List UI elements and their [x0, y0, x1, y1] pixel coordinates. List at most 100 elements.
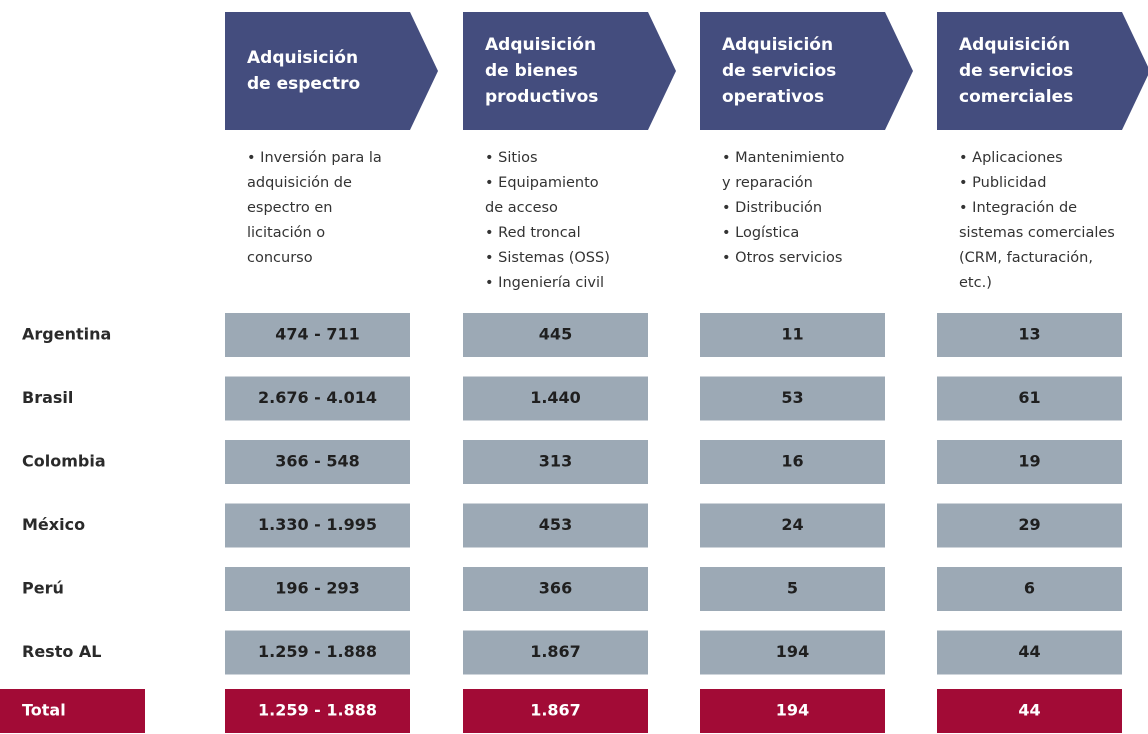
- column-description: • Logística: [722, 225, 799, 241]
- value-text: 196 - 293: [275, 579, 360, 598]
- column-description: • Mantenimiento: [722, 150, 845, 166]
- value-cell: [463, 376, 648, 421]
- column-description: adquisición de: [247, 175, 352, 191]
- value-cell: [937, 567, 1122, 611]
- value-text: 19: [1018, 452, 1040, 471]
- column-description: • Ingeniería civil: [485, 275, 604, 291]
- column-description: • Sistemas (OSS): [485, 250, 610, 266]
- value-cell: [937, 503, 1122, 548]
- row-label: Argentina: [22, 325, 111, 344]
- value-cell: [937, 313, 1122, 357]
- value-cell: [463, 440, 648, 484]
- row-label: Perú: [22, 579, 64, 598]
- column-title: de servicios: [722, 61, 836, 81]
- value-text: 1.867: [530, 642, 581, 661]
- value-text: 1.259 - 1.888: [258, 642, 377, 661]
- value-text: 5: [787, 579, 798, 598]
- value-cell: [463, 630, 648, 675]
- value-cell: [700, 313, 885, 357]
- value-text: 194: [776, 642, 809, 661]
- total-cell: [225, 689, 410, 733]
- header-arrow: [463, 12, 676, 130]
- column-description: • Otros servicios: [722, 250, 842, 266]
- value-text: 44: [1018, 642, 1040, 661]
- value-cell: [700, 567, 885, 611]
- total-text: 194: [776, 701, 809, 720]
- column-description: • Distribución: [722, 200, 822, 216]
- header-arrow: [225, 12, 438, 130]
- value-text: 1.330 - 1.995: [258, 515, 377, 534]
- column-title: Adquisición: [722, 35, 833, 55]
- value-text: 53: [781, 388, 803, 407]
- column-description: (CRM, facturación,: [959, 250, 1093, 266]
- column-description: concurso: [247, 250, 313, 266]
- value-cell: [225, 630, 410, 675]
- value-text: 1.440: [530, 388, 581, 407]
- value-cell: [700, 503, 885, 548]
- value-cell: [463, 313, 648, 357]
- column-description: • Aplicaciones: [959, 150, 1063, 166]
- column-title: operativos: [722, 87, 824, 107]
- total-label: Total: [22, 701, 66, 720]
- row-label: Resto AL: [22, 642, 101, 661]
- value-text: 366 - 548: [275, 452, 360, 471]
- value-text: 61: [1018, 388, 1040, 407]
- value-cell: [225, 376, 410, 421]
- value-text: 6: [1024, 579, 1035, 598]
- value-text: 13: [1018, 325, 1040, 344]
- column-description: • Red troncal: [485, 225, 581, 241]
- column-description: • Inversión para la: [247, 150, 382, 166]
- value-cell: [700, 630, 885, 675]
- value-text: 445: [539, 325, 572, 344]
- value-text: 24: [781, 515, 803, 534]
- value-cell: [225, 440, 410, 484]
- total-text: 44: [1018, 701, 1040, 720]
- value-text: 366: [539, 579, 572, 598]
- value-cell: [937, 440, 1122, 484]
- value-text: 29: [1018, 515, 1040, 534]
- header-arrow: [700, 12, 913, 130]
- value-cell: [225, 567, 410, 611]
- row-label: México: [22, 515, 85, 534]
- value-text: 2.676 - 4.014: [258, 388, 377, 407]
- value-text: 453: [539, 515, 572, 534]
- value-cell: [225, 313, 410, 357]
- column-description: etc.): [959, 275, 992, 291]
- total-text: 1.867: [530, 701, 581, 720]
- column-description: • Equipamiento: [485, 175, 599, 191]
- total-label-cell: [0, 689, 145, 733]
- column-title: Adquisición: [247, 48, 358, 68]
- column-description: • Integración de: [959, 200, 1077, 216]
- value-text: 313: [539, 452, 572, 471]
- value-text: 11: [781, 325, 803, 344]
- column-title: de servicios: [959, 61, 1073, 81]
- column-title: productivos: [485, 87, 598, 107]
- value-cell: [937, 376, 1122, 421]
- value-text: 16: [781, 452, 803, 471]
- value-cell: [700, 376, 885, 421]
- column-title: de espectro: [247, 74, 360, 94]
- column-description: • Sitios: [485, 150, 538, 166]
- value-cell: [463, 567, 648, 611]
- column-title: comerciales: [959, 87, 1073, 107]
- column-description: licitación o: [247, 225, 325, 241]
- column-title: de bienes: [485, 61, 578, 81]
- total-cell: [700, 689, 885, 733]
- column-description: y reparación: [722, 175, 813, 191]
- total-cell: [937, 689, 1122, 733]
- total-cell: [463, 689, 648, 733]
- column-description: espectro en: [247, 200, 333, 216]
- row-label: Brasil: [22, 388, 73, 407]
- value-cell: [937, 630, 1122, 675]
- column-title: Adquisición: [485, 35, 596, 55]
- header-arrow: [937, 12, 1148, 130]
- column-description: de acceso: [485, 200, 558, 216]
- column-description: sistemas comerciales: [959, 225, 1115, 241]
- column-description: • Publicidad: [959, 175, 1046, 191]
- row-label: Colombia: [22, 452, 106, 471]
- value-cell: [225, 503, 410, 548]
- column-title: Adquisición: [959, 35, 1070, 55]
- value-cell: [463, 503, 648, 548]
- value-cell: [700, 440, 885, 484]
